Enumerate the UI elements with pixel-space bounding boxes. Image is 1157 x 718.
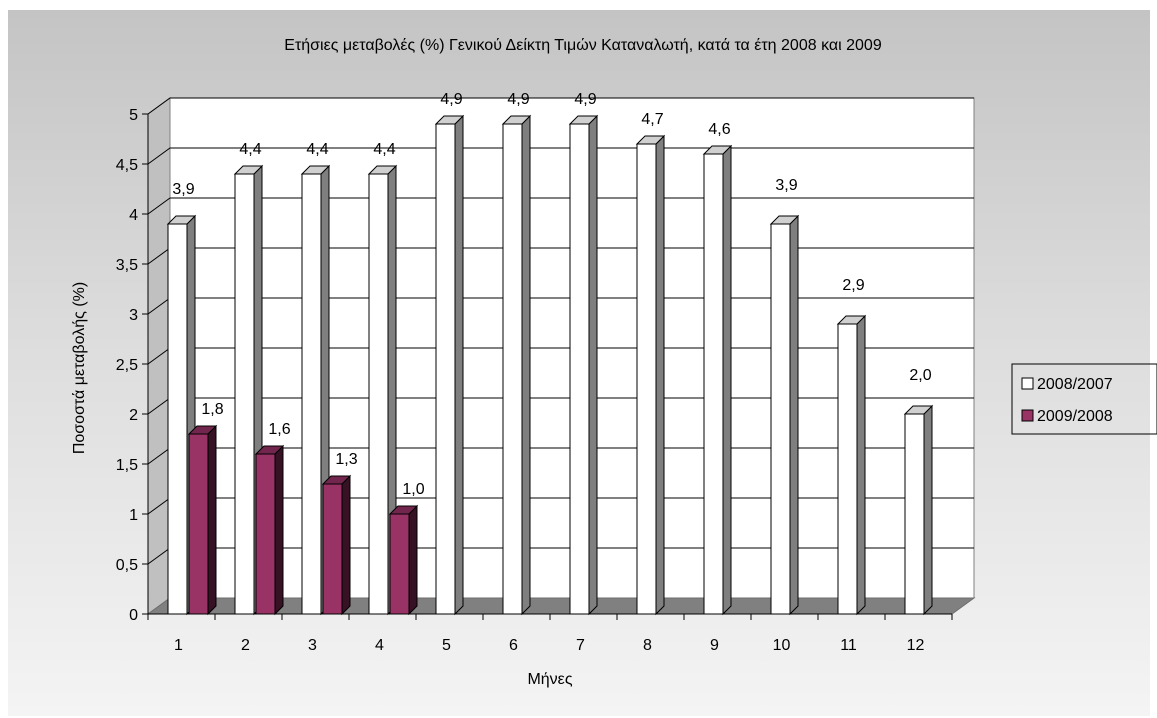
x-tick-label: 6 [509, 637, 518, 654]
data-label: 1,6 [268, 421, 290, 438]
bar-side [923, 404, 933, 616]
data-label: 4,9 [440, 91, 462, 108]
data-label: 2,9 [842, 277, 864, 294]
bar-front [255, 453, 276, 615]
y-tick-label: 0 [129, 607, 138, 624]
bar-side [655, 134, 665, 616]
data-label: 3,9 [775, 177, 797, 194]
x-tick-label: 12 [907, 637, 925, 654]
data-label: 4,4 [373, 141, 395, 158]
data-label: 4,4 [306, 141, 328, 158]
data-label: 2,0 [909, 367, 931, 384]
bar-2008-2007-12 [903, 404, 934, 616]
x-tick-label: 11 [840, 637, 857, 654]
legend-swatch-2009-2008 [1021, 409, 1034, 422]
bar-2008-2007-9 [702, 144, 733, 616]
legend-label-2008-2007: 2008/2007 [1037, 376, 1113, 393]
y-tick-label: 1,5 [116, 457, 138, 474]
bar-2008-2007-7 [568, 114, 599, 616]
bar-front [770, 223, 791, 615]
bar-2009-2008-1 [187, 424, 218, 616]
bar-side [341, 474, 351, 616]
data-label: 3,9 [172, 181, 194, 198]
bar-2009-2008-4 [388, 504, 419, 616]
x-tick-label: 9 [710, 637, 719, 654]
x-axis-label: Μήνες [527, 671, 572, 688]
bar-side [856, 314, 866, 616]
bar-front [502, 123, 523, 615]
bar-front [636, 143, 657, 615]
bar-side [789, 214, 799, 616]
bar-2008-2007-6 [501, 114, 532, 616]
bar-front [904, 413, 925, 615]
data-label: 4,7 [641, 111, 663, 128]
bar-front [703, 153, 724, 615]
legend-label-2009-2008: 2009/2008 [1037, 408, 1113, 425]
y-tick-label: 4 [129, 207, 138, 224]
data-label: 4,9 [507, 91, 529, 108]
legend-swatch-2008-2007 [1021, 377, 1034, 390]
data-label: 1,8 [201, 401, 223, 418]
bar-front [837, 323, 858, 615]
bar-2008-2007-10 [769, 214, 800, 616]
bar-front [569, 123, 590, 615]
y-tick-label: 2 [129, 407, 138, 424]
bar-2009-2008-3 [321, 474, 352, 616]
bar-side [454, 114, 464, 616]
legend: 2008/2007 2009/2008 [1011, 363, 1157, 435]
gridline [147, 97, 974, 115]
bar-front [167, 223, 188, 615]
bar-front [322, 483, 343, 615]
y-axis-label: Ποσοστά μεταβολής (%) [71, 282, 88, 454]
bar-2008-2007-5 [434, 114, 465, 616]
bar-side [588, 114, 598, 616]
x-tick-label: 8 [643, 637, 652, 654]
bar-front [301, 173, 322, 615]
data-label: 4,4 [239, 141, 261, 158]
bar-2008-2007-4 [367, 164, 398, 616]
y-tick-label: 3 [129, 307, 138, 324]
bar-side [408, 504, 418, 616]
gridline [147, 147, 974, 165]
y-tick-label: 1 [129, 507, 138, 524]
y-tick-label: 2,5 [116, 357, 138, 374]
bar-front [188, 433, 209, 615]
legend-box [1011, 363, 1157, 435]
x-tick-label: 3 [308, 637, 317, 654]
bar-2009-2008-2 [254, 444, 285, 616]
bar-front [389, 513, 410, 615]
x-tick-label: 7 [576, 637, 585, 654]
data-label: 1,0 [402, 481, 424, 498]
x-tick-label: 4 [375, 637, 384, 654]
data-label: 4,9 [574, 91, 596, 108]
x-tick-label: 1 [174, 637, 183, 654]
data-label: 4,6 [708, 121, 730, 138]
x-tick-label: 5 [442, 637, 451, 654]
data-label: 1,3 [335, 451, 357, 468]
y-tick-label: 5 [129, 107, 138, 124]
x-tick-label: 2 [241, 637, 250, 654]
y-tick-label: 0,5 [116, 557, 138, 574]
bar-front [435, 123, 456, 615]
chart-title: Ετήσιες μεταβολές (%) Γενικού Δείκτη Τιμ… [284, 37, 882, 54]
x-tick-label: 10 [773, 637, 791, 654]
bar-side [274, 444, 284, 616]
y-tick-label: 3,5 [116, 257, 138, 274]
bar-front [368, 173, 389, 615]
bar-side [521, 114, 531, 616]
bar-2008-2007-11 [836, 314, 867, 616]
bar-side [207, 424, 217, 616]
y-tick-label: 4,5 [116, 157, 138, 174]
bar-front [234, 173, 255, 615]
bar-side [722, 144, 732, 616]
bar-2008-2007-8 [635, 134, 666, 616]
bar-2008-2007-1 [166, 214, 197, 616]
